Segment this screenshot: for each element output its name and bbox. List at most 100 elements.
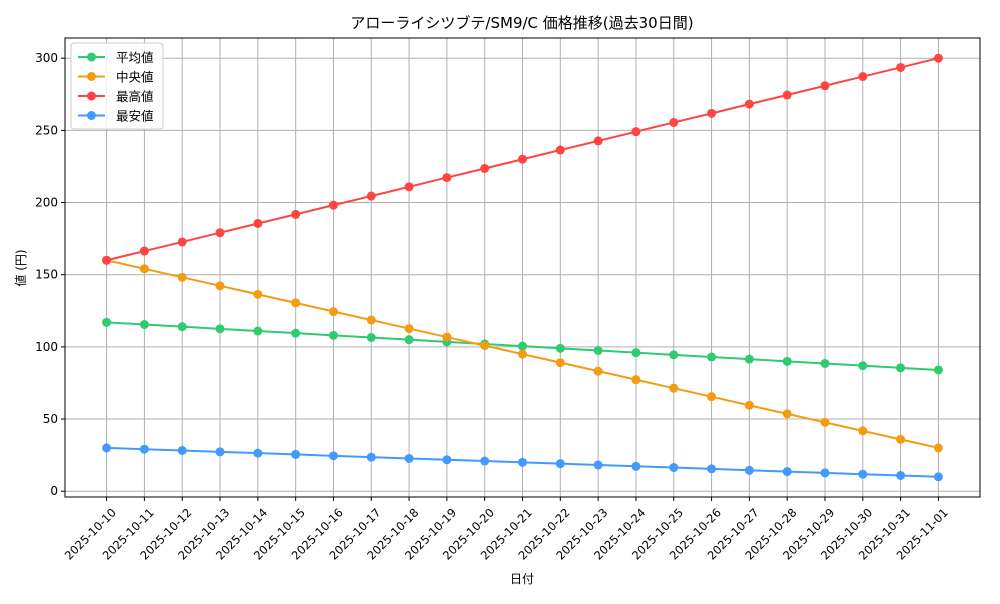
data-point xyxy=(139,264,149,274)
legend-label: 最安値 xyxy=(116,109,154,124)
y-tick-label: 50 xyxy=(43,412,58,426)
data-point xyxy=(631,127,641,137)
y-tick-label: 300 xyxy=(35,51,58,65)
data-point xyxy=(555,145,565,155)
data-point xyxy=(328,451,338,461)
data-point xyxy=(933,365,943,375)
data-point xyxy=(102,317,112,327)
data-point xyxy=(404,453,414,463)
data-point xyxy=(404,335,414,345)
data-point xyxy=(858,361,868,371)
data-point xyxy=(896,470,906,480)
data-point xyxy=(631,375,641,385)
data-point xyxy=(102,255,112,265)
data-point xyxy=(366,333,376,343)
data-point xyxy=(593,345,603,355)
data-point xyxy=(593,136,603,146)
data-point xyxy=(744,465,754,475)
data-point xyxy=(518,154,527,164)
legend-label: 最高値 xyxy=(116,89,154,104)
data-point xyxy=(933,443,943,453)
data-point xyxy=(820,81,830,91)
data-point xyxy=(215,281,225,291)
data-point xyxy=(820,358,830,368)
data-point xyxy=(442,173,452,183)
data-point xyxy=(253,326,263,336)
data-point xyxy=(215,228,225,238)
data-point xyxy=(480,456,490,466)
y-axis: 0 50 100 150 200 250 300 xyxy=(35,51,65,498)
data-point xyxy=(669,350,679,360)
data-point xyxy=(480,163,490,173)
data-point xyxy=(328,330,338,340)
data-point xyxy=(555,358,565,368)
data-point xyxy=(782,409,792,419)
data-point xyxy=(404,182,414,192)
data-point xyxy=(518,457,527,467)
data-point xyxy=(933,53,943,63)
data-point xyxy=(215,447,225,457)
chart-title: アローライシツブテ/SM9/C 価格推移(過去30日間) xyxy=(350,14,693,32)
data-point xyxy=(896,434,906,444)
data-point xyxy=(555,343,565,353)
data-point xyxy=(480,341,490,351)
data-point xyxy=(404,324,414,334)
data-point xyxy=(593,460,603,470)
data-point xyxy=(782,90,792,100)
data-point xyxy=(177,272,187,282)
legend-marker xyxy=(87,91,96,101)
data-point xyxy=(858,426,868,436)
data-point xyxy=(139,444,149,454)
data-point xyxy=(858,72,868,82)
y-tick-label: 150 xyxy=(35,268,58,282)
data-point xyxy=(933,472,943,482)
data-point xyxy=(820,468,830,478)
data-point xyxy=(707,464,717,474)
data-point xyxy=(518,349,527,359)
legend-marker xyxy=(87,52,96,62)
data-point xyxy=(177,322,187,332)
y-tick-label: 0 xyxy=(50,484,58,498)
legend-box xyxy=(70,42,164,130)
data-point xyxy=(744,354,754,364)
series-2 xyxy=(102,53,943,265)
y-axis-label: 値 (円) xyxy=(13,249,28,286)
data-point xyxy=(631,348,641,358)
data-point xyxy=(253,448,263,458)
data-point xyxy=(782,356,792,366)
data-point xyxy=(707,352,717,362)
data-point xyxy=(442,332,452,342)
data-point xyxy=(442,455,452,465)
legend-marker xyxy=(87,111,96,120)
y-tick-label: 100 xyxy=(35,340,58,354)
data-point xyxy=(291,209,301,219)
data-point xyxy=(291,328,301,338)
legend-label: 平均値 xyxy=(116,50,154,65)
data-point xyxy=(366,191,376,201)
data-point xyxy=(291,449,301,459)
data-point xyxy=(253,218,263,228)
data-point xyxy=(215,324,225,334)
data-point xyxy=(177,446,187,456)
y-tick-label: 200 xyxy=(35,196,58,210)
legend-label: 中央値 xyxy=(116,70,154,85)
data-point xyxy=(707,108,717,118)
data-point xyxy=(177,237,187,247)
data-point xyxy=(707,392,717,402)
series-3 xyxy=(102,443,943,482)
data-point xyxy=(858,469,868,479)
data-point xyxy=(896,363,906,373)
grid xyxy=(65,38,980,497)
data-point xyxy=(896,62,906,72)
x-axis-label: 日付 xyxy=(510,572,534,586)
data-point xyxy=(102,443,112,453)
data-point xyxy=(669,383,679,393)
data-point xyxy=(593,366,603,376)
data-point xyxy=(366,315,376,325)
x-axis: 2025-10-102025-10-112025-10-122025-10-13… xyxy=(62,497,951,563)
data-point xyxy=(744,99,754,109)
data-point xyxy=(518,341,527,351)
series-group xyxy=(102,53,943,482)
